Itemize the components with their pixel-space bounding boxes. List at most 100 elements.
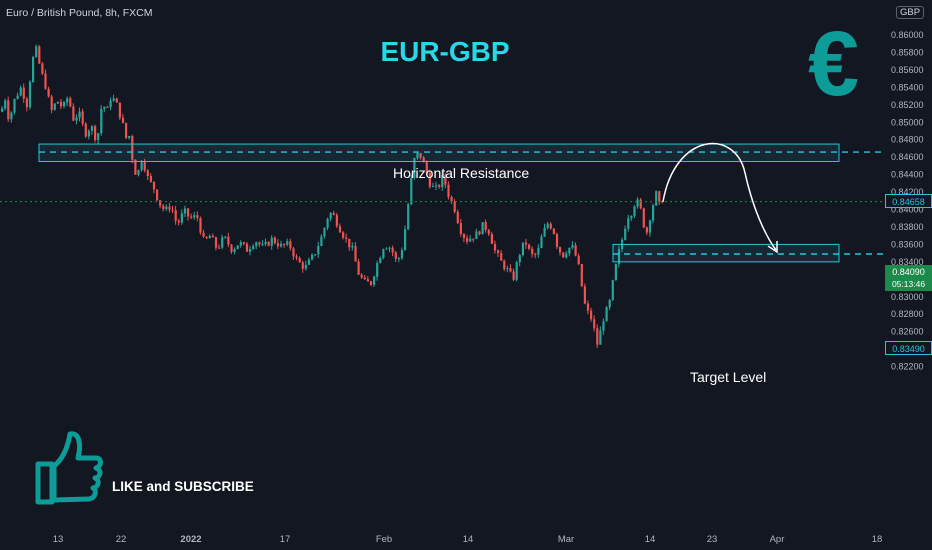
candle-body [335,214,338,227]
candle-body [509,268,512,272]
candle-body [438,185,441,187]
target-zone [612,243,840,263]
candle-body [97,133,100,141]
time-tick-label: 22 [116,534,127,545]
candle-body [307,259,311,265]
candle-body [425,162,428,174]
candle-body [295,256,298,259]
time-tick-label: Apr [770,534,785,545]
candle-body [466,238,469,242]
cta-text: LIKE and SUBSCRIBE [112,479,254,494]
candle-body [593,319,596,329]
candle-body [298,258,301,263]
candle-body [376,263,379,277]
time-axis[interactable]: 13 22 2022 17 Feb 14 Mar 14 23 Apr 18 [53,534,883,545]
candle-body [69,98,72,107]
candle-body [162,205,165,210]
candle-body [400,250,404,259]
resistance-price-tag: 0.84658 [885,194,932,208]
candle-body [193,215,196,218]
time-tick-label: 17 [280,534,291,545]
candle-body [524,242,528,245]
candle-body [311,254,314,260]
candle-body [596,328,599,345]
candle-body [484,222,487,230]
candle-body [177,220,180,223]
price-tick-label: 0.83800 [891,222,924,232]
candle-body [512,271,515,280]
candle-body [602,321,605,331]
current-price-tag: 0.84090 [885,265,932,279]
price-tick-label: 0.84600 [891,152,924,162]
price-tick-label: 0.84800 [891,135,924,145]
candle-body [456,211,459,224]
candle-body [645,227,648,233]
candle-body [639,199,642,209]
candle-body [242,242,245,244]
candle-body [196,215,199,219]
candle-body [221,237,224,248]
candle-body [205,236,208,239]
candle-body [497,250,500,254]
candle-body [444,174,447,185]
candle-body [81,111,84,124]
candle-body [394,252,397,259]
candle-body [580,264,583,287]
candle-body [642,208,645,228]
candle-body [75,117,78,121]
candle-body [118,102,121,118]
candle-body [546,223,549,228]
candle-body [276,243,280,247]
target-price-tag: 0.83490 [885,341,932,355]
candle-body [25,98,28,108]
candle-body [267,241,270,246]
candle-body [469,238,472,242]
candle-body [289,241,292,249]
candle-body [475,231,478,240]
currency-button[interactable]: GBP [896,6,925,19]
candle-body [106,106,109,108]
candle-body [149,175,152,182]
candle-body [78,111,81,118]
candle-body [94,126,97,141]
candle-body [115,98,118,103]
candle-body [441,174,444,187]
candle-body [528,244,531,249]
candle-body [301,262,304,269]
candle-body [435,185,438,187]
candle-body [416,152,419,159]
candle-body [555,233,559,247]
price-axis[interactable]: 0.86000 0.85800 0.85600 0.85400 0.85200 0.850… [891,30,924,372]
candle-body [630,216,633,219]
candle-body [224,236,227,238]
candle-body [38,46,41,64]
candle-body [134,159,137,175]
candle-body [187,208,190,217]
candle-body [661,201,664,203]
candle-body [391,247,394,253]
candle-body [10,112,13,120]
candle-body [156,189,159,201]
candle-body [450,196,453,202]
candle-body [419,152,422,158]
candle-body [655,191,658,206]
candle-body [112,98,115,101]
candle-body [342,232,345,238]
candle-body [50,96,53,110]
candle-body [332,212,335,215]
candle-body [100,108,103,134]
candle-body [16,95,19,99]
candle-body [152,181,156,190]
candle-body [348,238,351,248]
candle-body [487,229,490,234]
candle-body [103,106,106,109]
candle-body [183,208,187,214]
candle-body [236,245,239,250]
candle-body [131,136,134,160]
candle-body [459,223,462,235]
candle-body [521,242,524,256]
candle-body [506,268,509,270]
candle-body [503,260,506,269]
candle-body [357,261,360,275]
